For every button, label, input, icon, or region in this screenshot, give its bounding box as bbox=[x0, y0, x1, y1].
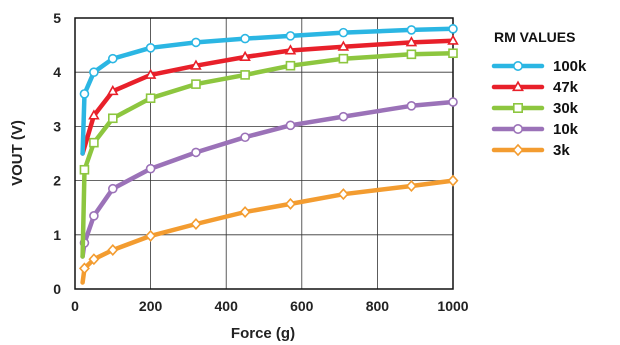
data-point-10k bbox=[191, 147, 201, 158]
data-point-3k bbox=[337, 188, 349, 201]
data-point-47k bbox=[447, 34, 459, 45]
data-point-47k bbox=[190, 59, 202, 70]
data-point-30k bbox=[406, 49, 417, 60]
data-point-47k bbox=[284, 44, 297, 55]
data-point-47k bbox=[88, 109, 100, 120]
series-47k bbox=[80, 34, 459, 156]
y-axis-ticks: 0 1 2 3 4 5 bbox=[53, 10, 61, 297]
data-point-30k bbox=[240, 70, 250, 80]
data-point-10k bbox=[145, 163, 156, 174]
y-tick-label: 4 bbox=[53, 64, 61, 80]
data-point-3k bbox=[405, 180, 417, 193]
series-line-10k bbox=[80, 99, 456, 259]
legend-label-10k: 10k bbox=[553, 121, 579, 138]
data-point-3k bbox=[88, 253, 100, 266]
y-tick-label: 3 bbox=[53, 118, 61, 134]
y-tick-label: 5 bbox=[53, 10, 61, 26]
data-point-47k bbox=[107, 84, 119, 96]
plot-frame bbox=[74, 17, 454, 290]
legend-entry-3k: 3k bbox=[491, 142, 570, 159]
grid bbox=[75, 18, 453, 289]
data-point-30k bbox=[89, 137, 99, 148]
data-point-100k bbox=[108, 53, 118, 64]
x-tick-label: 200 bbox=[139, 298, 163, 314]
legend-entry-10k: 10k bbox=[491, 121, 579, 138]
data-point-47k bbox=[144, 68, 157, 79]
data-point-3k bbox=[447, 174, 459, 187]
data-point-100k bbox=[285, 31, 296, 41]
data-point-30k bbox=[191, 79, 201, 89]
legend-marker-47k bbox=[512, 80, 524, 92]
legend-marker-3k bbox=[512, 143, 524, 157]
data-point-10k bbox=[240, 132, 250, 143]
y-axis-title: VOUT (V) bbox=[9, 120, 26, 186]
data-point-10k bbox=[406, 101, 417, 111]
data-point-30k bbox=[285, 60, 296, 71]
data-point-10k bbox=[285, 120, 296, 131]
data-point-100k bbox=[448, 24, 458, 34]
y-tick-label: 0 bbox=[53, 281, 61, 297]
data-point-10k bbox=[338, 111, 349, 122]
legend-entry-100k: 100k bbox=[491, 58, 587, 75]
data-point-100k bbox=[191, 37, 201, 48]
x-tick-label: 1000 bbox=[437, 298, 468, 314]
data-point-30k bbox=[79, 164, 90, 175]
legend-entry-47k: 47k bbox=[491, 79, 579, 96]
x-tick-label: 0 bbox=[71, 298, 79, 314]
data-point-10k bbox=[89, 211, 99, 221]
legend-marker-10k bbox=[512, 124, 523, 135]
x-axis-title: Force (g) bbox=[231, 325, 295, 342]
data-point-47k bbox=[239, 50, 251, 62]
data-point-30k bbox=[108, 113, 118, 124]
x-tick-label: 400 bbox=[215, 298, 239, 314]
series-10k bbox=[79, 97, 458, 259]
data-point-3k bbox=[78, 262, 90, 275]
series-30k bbox=[79, 48, 458, 259]
legend-marker-30k bbox=[512, 103, 523, 114]
series-line-47k bbox=[80, 38, 456, 156]
data-point-100k bbox=[145, 43, 156, 53]
legend-marker-100k bbox=[512, 60, 523, 71]
data-point-3k bbox=[145, 229, 157, 242]
data-point-100k bbox=[338, 27, 349, 38]
data-point-100k bbox=[89, 67, 99, 77]
legend-entry-30k: 30k bbox=[491, 100, 579, 117]
data-point-3k bbox=[239, 206, 251, 219]
data-point-10k bbox=[448, 97, 458, 107]
series-100k bbox=[79, 24, 458, 156]
legend-label-30k: 30k bbox=[553, 100, 579, 117]
data-point-30k bbox=[448, 48, 458, 59]
data-point-30k bbox=[145, 93, 156, 104]
legend-title: RM VALUES bbox=[494, 29, 575, 45]
data-point-100k bbox=[79, 89, 90, 99]
data-point-47k bbox=[337, 40, 350, 51]
legend-label-47k: 47k bbox=[553, 79, 579, 96]
series-group bbox=[78, 24, 459, 285]
legend-label-3k: 3k bbox=[553, 142, 570, 159]
series-3k bbox=[78, 174, 459, 285]
series-line-100k bbox=[80, 26, 456, 156]
data-point-10k bbox=[108, 183, 118, 194]
series-line-3k bbox=[80, 178, 456, 285]
legend-label-100k: 100k bbox=[553, 58, 587, 75]
y-tick-label: 1 bbox=[53, 227, 61, 243]
series-line-30k bbox=[80, 50, 456, 259]
data-point-47k bbox=[405, 36, 418, 47]
data-point-3k bbox=[284, 197, 296, 210]
data-point-100k bbox=[240, 33, 250, 44]
y-tick-label: 2 bbox=[53, 173, 61, 189]
data-point-100k bbox=[406, 25, 417, 35]
legend: 100k 47k 30k 10k 3k bbox=[491, 58, 587, 159]
data-point-30k bbox=[338, 53, 349, 64]
data-point-3k bbox=[107, 243, 119, 256]
x-tick-label: 600 bbox=[290, 298, 314, 314]
data-point-3k bbox=[190, 217, 202, 230]
x-axis-ticks: 0 200 400 600 800 1000 bbox=[71, 298, 469, 314]
x-tick-label: 800 bbox=[366, 298, 390, 314]
